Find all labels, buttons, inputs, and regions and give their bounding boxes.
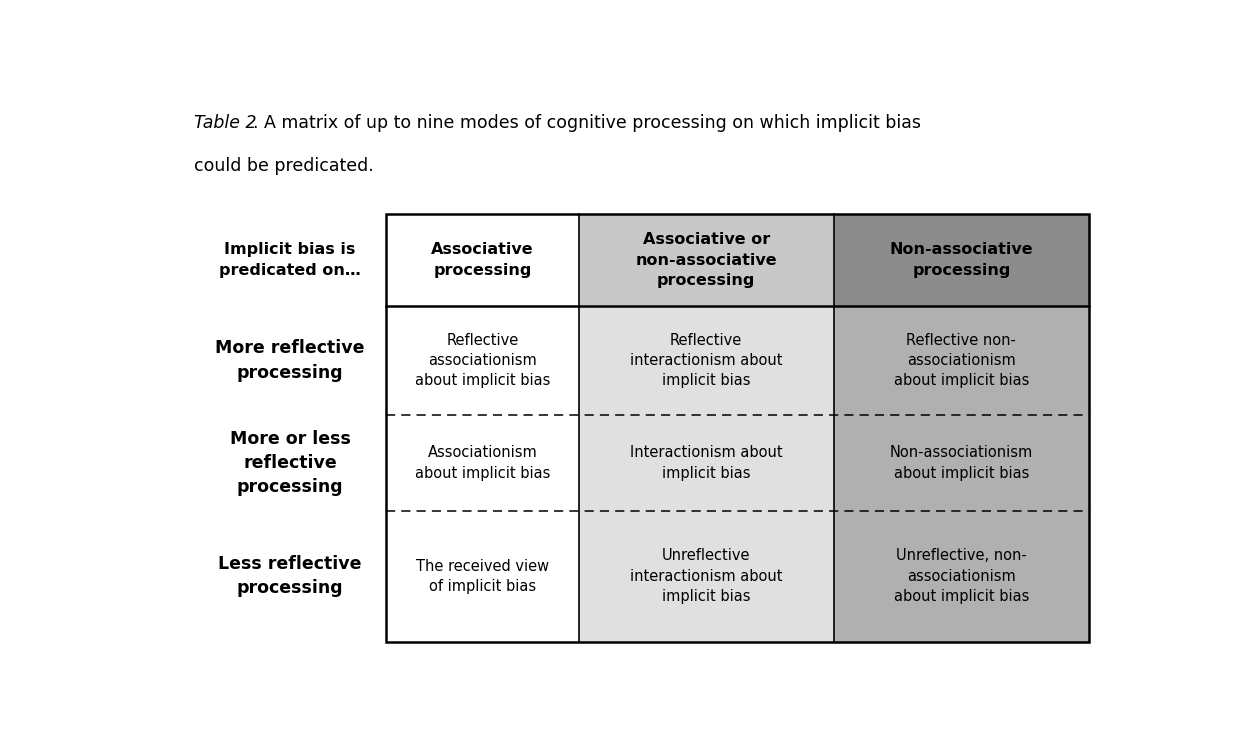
Text: More reflective
processing: More reflective processing <box>215 340 365 382</box>
Text: Unreflective, non-
associationism
about implicit bias: Unreflective, non- associationism about … <box>894 548 1030 605</box>
Bar <box>833 415 1089 511</box>
Bar <box>833 214 1089 306</box>
Bar <box>579 306 833 415</box>
Bar <box>579 511 833 642</box>
Bar <box>386 306 579 415</box>
Text: The received view
of implicit bias: The received view of implicit bias <box>416 559 549 594</box>
Text: Associative
processing: Associative processing <box>431 243 534 278</box>
Text: Table 2: Table 2 <box>194 115 256 132</box>
Text: Unreflective
interactionism about
implicit bias: Unreflective interactionism about implic… <box>630 548 782 605</box>
Bar <box>386 214 579 306</box>
Text: Implicit bias is
predicated on…: Implicit bias is predicated on… <box>219 243 361 278</box>
Text: Reflective
interactionism about
implicit bias: Reflective interactionism about implicit… <box>630 332 782 388</box>
Bar <box>386 415 579 511</box>
Bar <box>386 511 579 642</box>
Text: More or less
reflective
processing: More or less reflective processing <box>230 430 350 497</box>
Bar <box>579 214 833 306</box>
Bar <box>833 306 1089 415</box>
Text: Associative or
non-associative
processing: Associative or non-associative processin… <box>636 232 777 288</box>
Text: Reflective non-
associationism
about implicit bias: Reflective non- associationism about imp… <box>894 332 1030 388</box>
Text: Interactionism about
implicit bias: Interactionism about implicit bias <box>630 445 782 481</box>
Text: Associationism
about implicit bias: Associationism about implicit bias <box>415 445 550 481</box>
Text: . A matrix of up to nine modes of cognitive processing on which implicit bias: . A matrix of up to nine modes of cognit… <box>253 115 922 132</box>
Text: Non-associative
processing: Non-associative processing <box>889 243 1033 278</box>
Bar <box>579 415 833 511</box>
Bar <box>833 511 1089 642</box>
Text: could be predicated.: could be predicated. <box>194 157 374 175</box>
Text: Non-associationism
about implicit bias: Non-associationism about implicit bias <box>889 445 1033 481</box>
Text: Less reflective
processing: Less reflective processing <box>219 555 361 597</box>
Text: Reflective
associationism
about implicit bias: Reflective associationism about implicit… <box>415 332 550 388</box>
Bar <box>386 214 1089 642</box>
